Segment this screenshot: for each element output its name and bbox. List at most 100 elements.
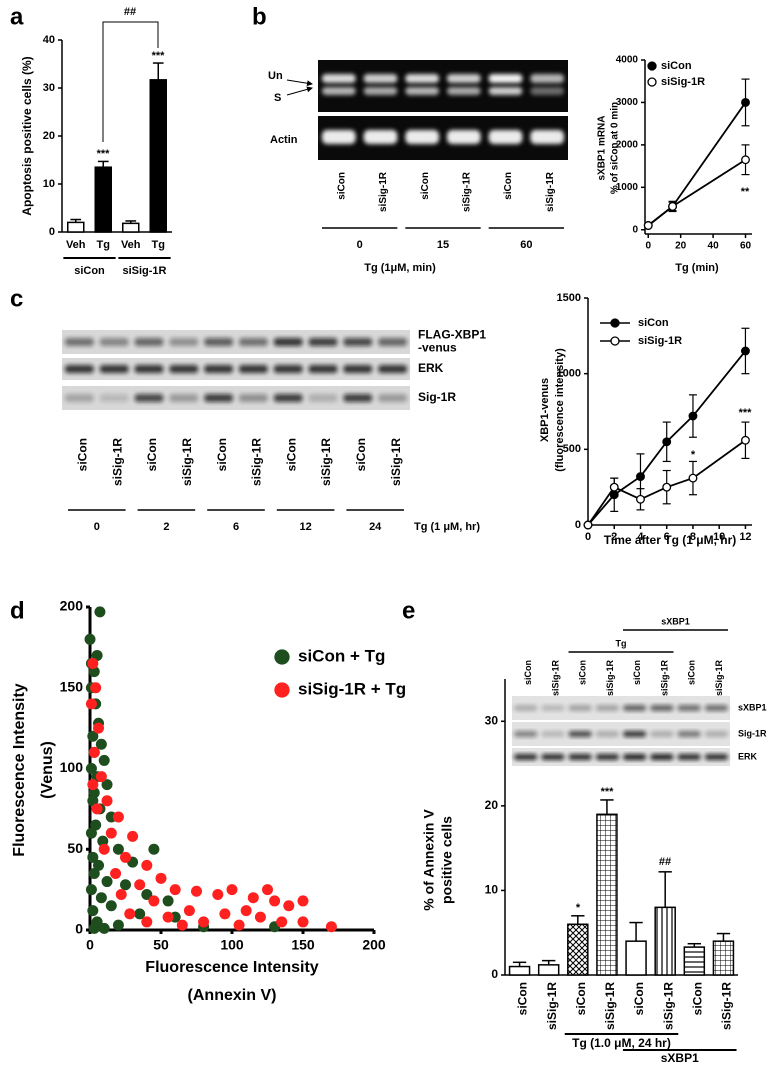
y-axis-label: Fluorescence Intensity xyxy=(11,683,28,856)
blot-band xyxy=(239,394,268,402)
point xyxy=(240,905,252,917)
point xyxy=(105,827,117,839)
point xyxy=(662,437,672,447)
y-tick-label: 10 xyxy=(43,178,55,190)
lane-label: siCon xyxy=(632,660,642,685)
x-tick-label: siCon xyxy=(632,982,646,1015)
bar xyxy=(94,166,112,233)
blot-band xyxy=(169,365,199,373)
point xyxy=(101,876,113,888)
point xyxy=(120,879,131,891)
point xyxy=(141,888,153,900)
panel-letter: c xyxy=(10,285,23,312)
y-tick-label: 40 xyxy=(43,34,55,46)
blot-band xyxy=(650,754,674,760)
blot-band xyxy=(308,394,338,402)
blot-band xyxy=(378,365,407,373)
y-axis-label: % of Annexin V xyxy=(421,809,437,911)
point xyxy=(141,916,153,928)
x-tick-label: 100 xyxy=(220,937,244,953)
lane-label: siCon xyxy=(687,660,697,685)
point xyxy=(148,843,160,855)
gel-band xyxy=(530,87,564,95)
lane-label: siCon xyxy=(336,172,347,200)
point xyxy=(141,859,153,871)
point xyxy=(95,892,107,904)
lane-label: siCon xyxy=(503,172,514,200)
blot-band xyxy=(134,394,164,402)
y-tick-label: 50 xyxy=(67,840,83,856)
y-tick-label: 500 xyxy=(563,443,581,455)
point xyxy=(636,494,645,504)
series-line xyxy=(647,158,747,227)
point xyxy=(297,916,309,928)
y-tick-label: 0 xyxy=(49,226,55,238)
bar xyxy=(537,964,560,976)
point xyxy=(668,201,678,211)
blot-band xyxy=(134,365,164,373)
x-tick-label: 20 xyxy=(675,241,687,252)
arrow xyxy=(286,79,313,87)
blot-band xyxy=(273,338,303,346)
point xyxy=(191,885,202,897)
blot-strip xyxy=(512,748,730,766)
point xyxy=(148,895,160,907)
x-tick-label: Veh xyxy=(66,239,86,251)
gel-side-label: Un xyxy=(268,70,283,82)
y-tick-label: 2000 xyxy=(616,140,639,151)
x-tick-label: siSig-1R xyxy=(661,982,675,1030)
gel-band xyxy=(405,74,439,83)
point xyxy=(87,851,99,863)
y-tick-label: 1000 xyxy=(616,182,639,193)
blot-band xyxy=(204,365,233,373)
point xyxy=(662,482,672,492)
gel-band-label: Actin xyxy=(270,134,298,146)
gel-band xyxy=(322,130,356,144)
y-axis-label: XBP1-venus xyxy=(539,378,551,442)
annotation: *** xyxy=(97,148,111,160)
group-label: siSig-1R xyxy=(122,265,166,277)
y-tick-label: 20 xyxy=(43,130,55,142)
y-tick-label: 0 xyxy=(575,519,581,531)
point xyxy=(95,738,107,750)
blot-band xyxy=(650,705,674,711)
point xyxy=(247,892,259,904)
blot-band xyxy=(378,394,407,402)
annotation: *** xyxy=(152,50,166,62)
group-label: siCon xyxy=(74,265,105,277)
lane-label: siCon xyxy=(215,438,229,471)
point xyxy=(98,922,110,934)
y-axis-label: (fluorescence intensity) xyxy=(554,348,566,472)
annotation: * xyxy=(576,902,581,914)
blot-band xyxy=(623,705,647,711)
x-tick-label: 10 xyxy=(713,531,725,543)
x-tick-label: 2 xyxy=(611,531,617,543)
blot-band xyxy=(273,394,303,402)
x-tick-label: 0 xyxy=(585,531,591,543)
y-axis-label: % of siCon at 0 min xyxy=(610,102,621,194)
gel-band xyxy=(363,87,398,95)
blot-band xyxy=(343,394,373,402)
point xyxy=(87,905,99,917)
x-tick-label: 0 xyxy=(86,937,94,953)
lane-label: siSig-1R xyxy=(550,660,560,697)
blot-band xyxy=(514,754,538,760)
x-tick-label: Tg xyxy=(152,239,165,251)
legend-label: siCon xyxy=(661,60,692,72)
lane-label: siSig-1R xyxy=(605,660,615,697)
x-tick-label: 40 xyxy=(708,241,720,252)
x-tick-label: siCon xyxy=(690,982,704,1015)
point xyxy=(609,482,619,492)
point xyxy=(262,884,273,896)
bar xyxy=(149,79,167,233)
blot-band xyxy=(677,754,701,760)
y-tick-label: 30 xyxy=(485,713,499,727)
blot-strip xyxy=(62,358,410,380)
annotation: ** xyxy=(741,186,750,198)
x-axis-label: (Annexin V) xyxy=(188,987,277,1004)
lane-label: siCon xyxy=(76,438,90,471)
bracket xyxy=(102,21,159,142)
y-tick-label: 4000 xyxy=(616,55,639,66)
annotation: ## xyxy=(659,856,671,868)
